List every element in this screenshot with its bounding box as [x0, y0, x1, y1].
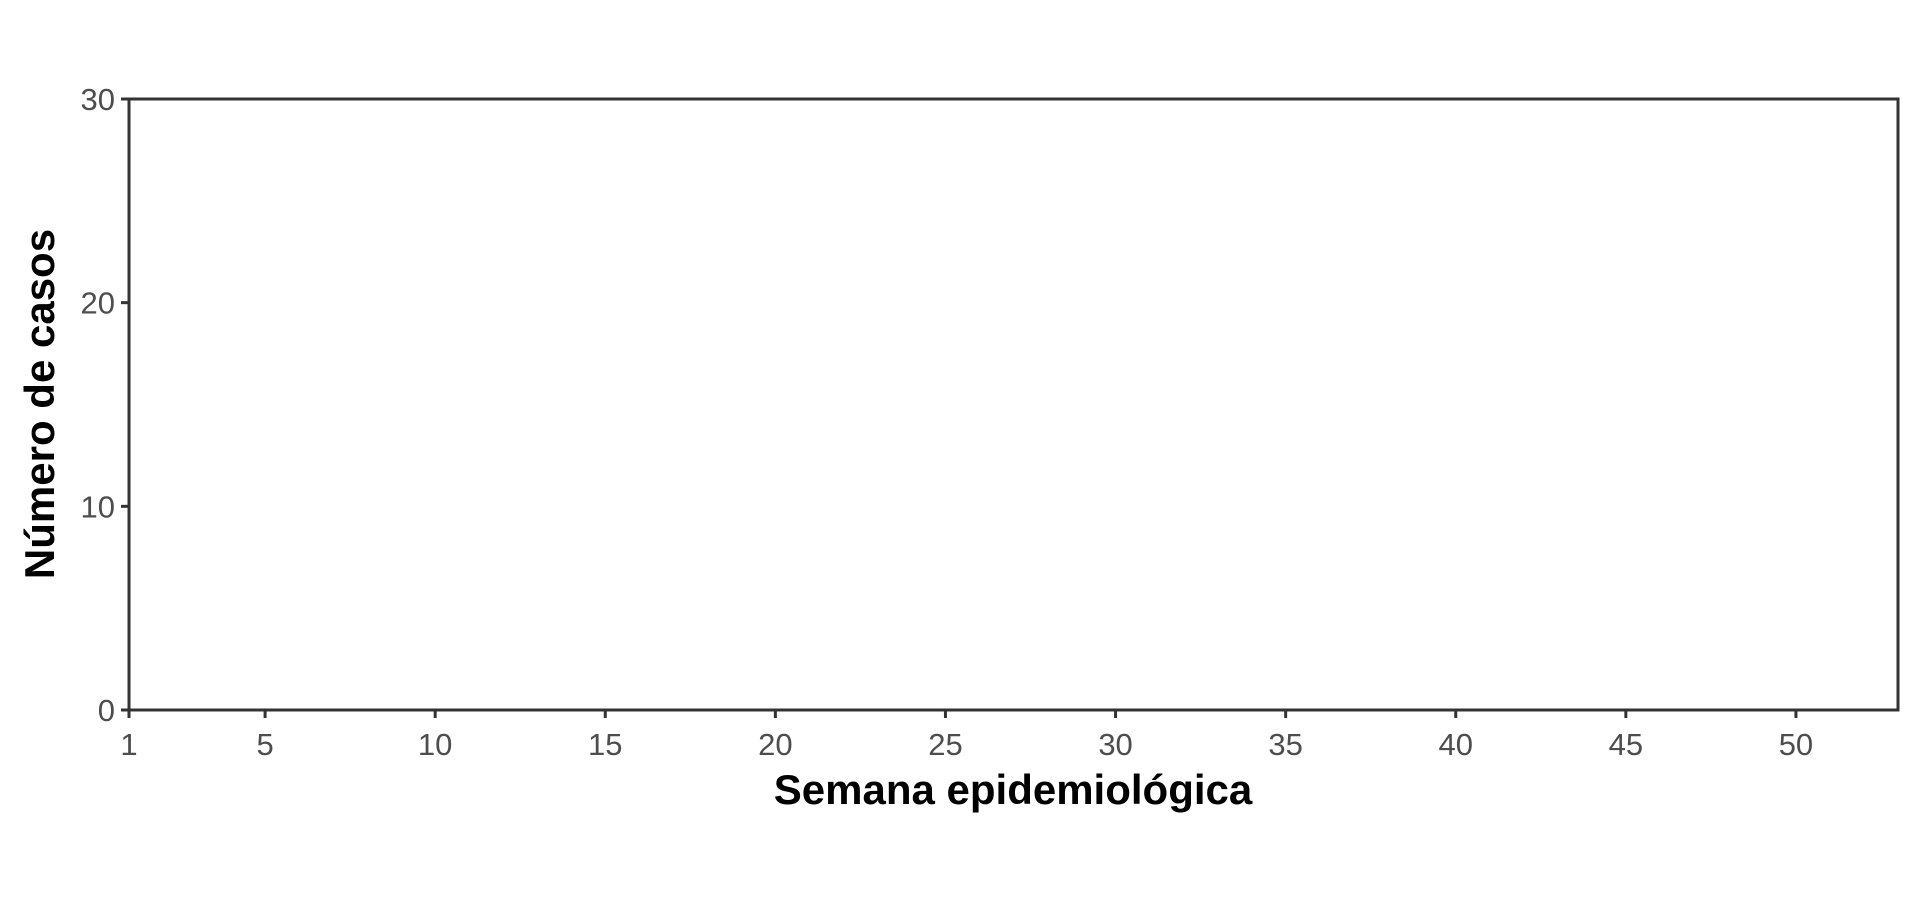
y-axis: 0 10 20 30 — [81, 82, 129, 728]
x-tick-label: 35 — [1268, 727, 1302, 762]
y-tick-label: 10 — [81, 489, 115, 524]
y-tick-label: 0 — [98, 693, 115, 728]
x-axis-title: Semana epidemiológica — [774, 766, 1253, 813]
x-tick-label: 15 — [588, 727, 622, 762]
x-tick-label: 1 — [120, 727, 137, 762]
y-axis-title: Número de casos — [16, 229, 63, 579]
x-tick-label: 5 — [256, 727, 273, 762]
x-tick-label: 40 — [1439, 727, 1473, 762]
x-tick-label: 50 — [1779, 727, 1813, 762]
y-tick-label: 30 — [81, 82, 115, 117]
plot-panel — [127, 97, 1900, 712]
x-tick-label: 20 — [758, 727, 792, 762]
x-tick-label: 30 — [1098, 727, 1132, 762]
y-tick-label: 20 — [81, 286, 115, 321]
x-tick-label: 10 — [418, 727, 452, 762]
x-axis: 1 5 10 15 20 25 30 35 40 45 50 — [120, 710, 1813, 762]
x-tick-label: 25 — [928, 727, 962, 762]
x-tick-label: 45 — [1609, 727, 1643, 762]
